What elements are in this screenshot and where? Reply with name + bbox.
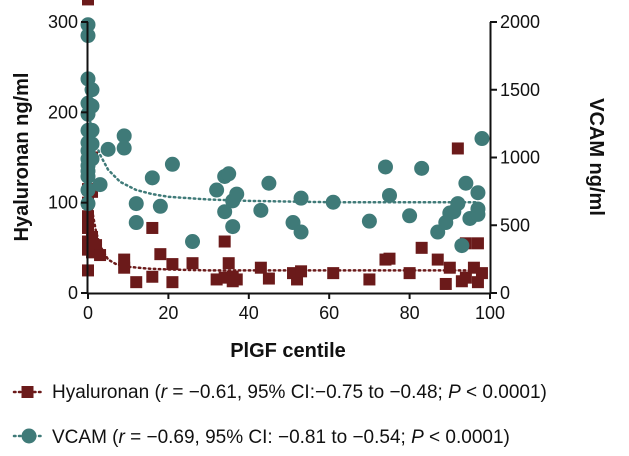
y-axis-left-title: Hyaluronan ng/ml bbox=[11, 73, 33, 242]
point-vcam bbox=[209, 182, 225, 198]
legend-item-hyaluronan: Hyaluronan (r = −0.61, 95% CI:−0.75 to −… bbox=[12, 382, 547, 403]
point-hyaluronan bbox=[230, 273, 243, 286]
point-vcam bbox=[225, 219, 241, 235]
y-right-tick-label: 500 bbox=[500, 215, 530, 235]
y-left-tick-label: 100 bbox=[48, 193, 78, 213]
point-vcam bbox=[474, 131, 490, 147]
point-hyaluronan bbox=[415, 241, 428, 254]
legend-marker-vcam bbox=[21, 428, 37, 444]
point-hyaluronan bbox=[130, 276, 143, 289]
legend: Hyaluronan (r = −0.61, 95% CI:−0.75 to −… bbox=[12, 382, 547, 448]
point-hyaluronan bbox=[146, 221, 159, 234]
y-axis-right-title: VCAM ng/ml bbox=[585, 98, 607, 216]
point-hyaluronan bbox=[475, 267, 488, 280]
point-vcam bbox=[92, 177, 108, 193]
point-hyaluronan bbox=[154, 248, 167, 261]
point-hyaluronan bbox=[186, 257, 199, 270]
x-tick-label: 100 bbox=[475, 303, 505, 323]
x-tick-label: 20 bbox=[158, 303, 178, 323]
point-vcam bbox=[164, 156, 180, 172]
point-vcam bbox=[293, 224, 309, 240]
point-hyaluronan bbox=[94, 249, 107, 262]
point-hyaluronan bbox=[118, 261, 131, 274]
point-hyaluronan bbox=[218, 235, 231, 248]
point-hyaluronan bbox=[443, 261, 456, 274]
point-hyaluronan bbox=[431, 253, 444, 266]
legend-item-vcam: VCAM (r = −0.69, 95% CI: −0.81 to −0.54;… bbox=[12, 427, 510, 448]
point-vcam bbox=[382, 187, 397, 203]
point-vcam bbox=[402, 208, 418, 224]
point-hyaluronan bbox=[327, 267, 340, 280]
point-hyaluronan bbox=[439, 277, 452, 290]
point-vcam bbox=[454, 238, 470, 254]
point-hyaluronan bbox=[295, 265, 308, 278]
y-right-tick-label: 1000 bbox=[500, 148, 540, 168]
point-vcam bbox=[116, 140, 132, 156]
point-vcam bbox=[458, 175, 474, 191]
point-vcam bbox=[221, 166, 237, 182]
point-hyaluronan bbox=[363, 273, 376, 286]
x-tick-label: 0 bbox=[83, 303, 93, 323]
y-left-tick-label: 0 bbox=[68, 283, 78, 303]
point-hyaluronan bbox=[118, 253, 131, 266]
point-vcam bbox=[450, 196, 466, 212]
point-vcam bbox=[470, 206, 486, 222]
point-hyaluronan bbox=[383, 252, 396, 265]
data-points bbox=[80, 0, 490, 290]
point-hyaluronan bbox=[90, 239, 103, 252]
x-tick-label: 40 bbox=[239, 303, 259, 323]
y-left-tick-label: 200 bbox=[48, 102, 78, 122]
legend-label-hyaluronan: Hyaluronan (r = −0.61, 95% CI:−0.75 to −… bbox=[52, 382, 547, 403]
y-left-tick-label: 300 bbox=[48, 12, 78, 32]
point-vcam bbox=[414, 160, 430, 176]
point-hyaluronan bbox=[146, 270, 159, 283]
point-hyaluronan bbox=[471, 276, 484, 289]
point-hyaluronan bbox=[166, 258, 179, 271]
point-hyaluronan bbox=[222, 257, 235, 270]
y-right-tick-label: 2000 bbox=[500, 12, 540, 32]
x-tick-label: 80 bbox=[400, 303, 420, 323]
point-vcam bbox=[229, 186, 245, 202]
legend-marker-hyaluronan bbox=[21, 386, 34, 398]
point-vcam bbox=[144, 170, 160, 186]
y-right-tick-label: 0 bbox=[500, 283, 510, 303]
point-hyaluronan bbox=[403, 267, 416, 280]
point-vcam bbox=[470, 185, 486, 201]
point-vcam bbox=[100, 141, 116, 157]
point-hyaluronan bbox=[254, 261, 267, 274]
point-vcam bbox=[152, 198, 168, 214]
point-vcam bbox=[261, 175, 277, 191]
legend-label-vcam: VCAM (r = −0.69, 95% CI: −0.81 to −0.54;… bbox=[52, 427, 510, 448]
point-vcam bbox=[253, 202, 269, 218]
y-right-tick-label: 1500 bbox=[500, 80, 540, 100]
x-axis-title: PlGF centile bbox=[230, 340, 346, 362]
point-hyaluronan bbox=[471, 237, 484, 250]
point-vcam bbox=[293, 190, 309, 206]
point-vcam bbox=[361, 213, 377, 229]
point-hyaluronan bbox=[166, 276, 179, 289]
point-vcam bbox=[377, 159, 393, 175]
point-hyaluronan bbox=[459, 271, 472, 284]
point-hyaluronan bbox=[82, 0, 94, 6]
point-vcam bbox=[128, 196, 144, 212]
point-vcam bbox=[325, 194, 341, 210]
point-hyaluronan bbox=[262, 272, 275, 285]
fit-line-vcam bbox=[87, 115, 480, 204]
point-vcam bbox=[116, 128, 132, 144]
point-vcam bbox=[217, 204, 233, 220]
x-tick-label: 60 bbox=[319, 303, 339, 323]
point-vcam bbox=[185, 234, 201, 250]
point-hyaluronan bbox=[451, 142, 464, 155]
point-vcam bbox=[128, 215, 144, 231]
